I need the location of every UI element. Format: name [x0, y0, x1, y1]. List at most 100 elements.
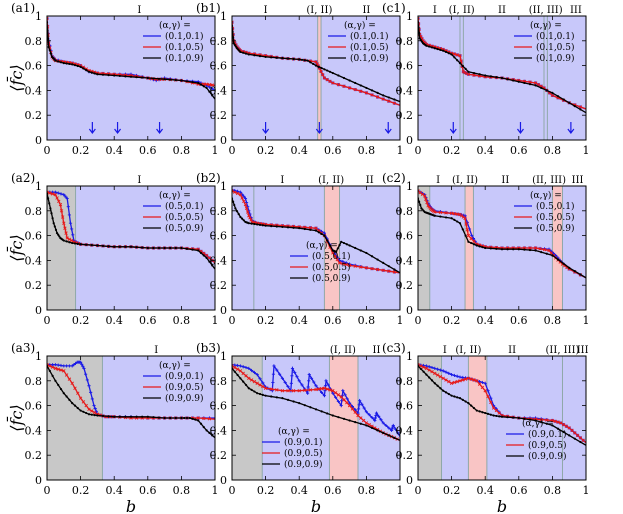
- data-point: [322, 76, 327, 80]
- data-point: [367, 413, 371, 417]
- data-point: [461, 378, 465, 382]
- data-point: [73, 361, 78, 366]
- data-point: [293, 370, 297, 375]
- data-point: [85, 378, 89, 382]
- data-point: [498, 415, 501, 418]
- data-point: [202, 425, 205, 429]
- data-point: [387, 434, 390, 437]
- x-tick-label: 0: [229, 484, 236, 497]
- data-point: [59, 209, 64, 213]
- data-point: [361, 418, 366, 423]
- y-tick-label: 0: [406, 304, 413, 317]
- data-point: [370, 93, 374, 97]
- y-tick-label: 1: [35, 10, 42, 23]
- data-point: [197, 81, 200, 85]
- x-tick-label: 1: [397, 314, 404, 327]
- data-point: [461, 70, 466, 74]
- data-point: [239, 50, 242, 54]
- data-point: [336, 399, 340, 404]
- data-point: [303, 388, 307, 393]
- x-tick-label: 0.4: [105, 144, 123, 157]
- data-point: [523, 248, 526, 251]
- data-point: [418, 16, 420, 21]
- data-point: [528, 248, 532, 252]
- data-point: [295, 375, 299, 379]
- x-tick-label: 0.2: [257, 314, 275, 327]
- data-point: [62, 221, 66, 225]
- data-point: [551, 91, 554, 94]
- data-point: [239, 377, 242, 380]
- data-point: [438, 368, 442, 372]
- arrow-icon: [262, 122, 270, 134]
- data-point: [359, 416, 363, 420]
- data-point: [55, 232, 59, 235]
- data-point: [463, 377, 468, 381]
- data-point: [336, 393, 341, 397]
- panel-b1: 0 0.2 0.4 0.6 0.8 100.20.40.60.81(b1) I (I, II)…: [196, 1, 404, 157]
- data-point: [568, 434, 571, 437]
- data-point: [205, 429, 208, 432]
- x-tick-label: 0.8: [358, 144, 376, 157]
- data-point: [534, 419, 537, 422]
- data-point: [356, 407, 361, 411]
- y-tick-label: 0.6: [210, 400, 228, 413]
- data-point: [55, 196, 59, 200]
- data-point: [458, 222, 462, 225]
- data-point: [359, 89, 363, 93]
- data-point: [210, 83, 214, 87]
- data-point: [79, 65, 82, 68]
- data-point: [244, 52, 248, 55]
- data-point: [240, 196, 244, 200]
- x-tick-label: 0.8: [544, 484, 562, 497]
- data-point: [309, 228, 312, 231]
- data-point: [107, 415, 110, 418]
- data-point: [500, 248, 504, 251]
- data-point: [376, 258, 379, 261]
- data-point: [347, 263, 352, 268]
- data-point: [333, 391, 338, 395]
- data-point: [387, 96, 390, 99]
- data-point: [425, 373, 428, 376]
- y-tick-label: 0.6: [25, 400, 43, 413]
- data-point: [107, 245, 110, 248]
- x-tick-label: 0.2: [257, 484, 275, 497]
- x-tick-label: 0.8: [358, 484, 376, 497]
- data-point: [54, 228, 58, 231]
- data-point: [348, 419, 351, 422]
- data-point: [208, 260, 211, 263]
- data-point: [196, 416, 200, 420]
- data-point: [523, 417, 526, 420]
- legend-title: (α,γ) =: [159, 360, 191, 371]
- region-label: I: [436, 175, 440, 186]
- panel-a2: 0 0.2 0.4 0.6 0.8 100.20.40.60.81(a2) I(α,γ) =…: [5, 171, 219, 327]
- data-point: [441, 369, 445, 373]
- data-point: [286, 398, 290, 401]
- data-point: [307, 373, 311, 377]
- data-point: [377, 414, 381, 418]
- x-tick-label: 0.4: [476, 144, 494, 157]
- data-point: [244, 206, 249, 211]
- region-label: I: [264, 5, 268, 16]
- data-point: [356, 411, 360, 415]
- data-point: [58, 202, 63, 207]
- data-point: [50, 192, 55, 196]
- data-point: [424, 366, 429, 371]
- data-point: [309, 61, 312, 64]
- x-tick-label: 0.2: [72, 314, 90, 327]
- data-point: [312, 62, 315, 66]
- data-point: [478, 245, 481, 248]
- x-tick-label: 0.6: [324, 314, 342, 327]
- legend: (α,γ) =(0.9,0.1)(0.9,0.5)(0.9,0.9): [506, 418, 567, 462]
- x-axis-label: b: [311, 497, 321, 514]
- data-point: [556, 258, 560, 261]
- region-label: (I, II): [330, 345, 356, 356]
- data-point: [393, 268, 396, 271]
- data-point: [59, 192, 63, 196]
- legend-entry: (0.5,0.5): [165, 212, 204, 223]
- legend-entry: (0.5,0.1): [165, 201, 204, 212]
- legend-entry: (0.1,0.1): [536, 31, 575, 42]
- data-point: [325, 77, 329, 82]
- data-point: [359, 249, 362, 252]
- data-point: [278, 372, 282, 376]
- data-point: [444, 370, 448, 374]
